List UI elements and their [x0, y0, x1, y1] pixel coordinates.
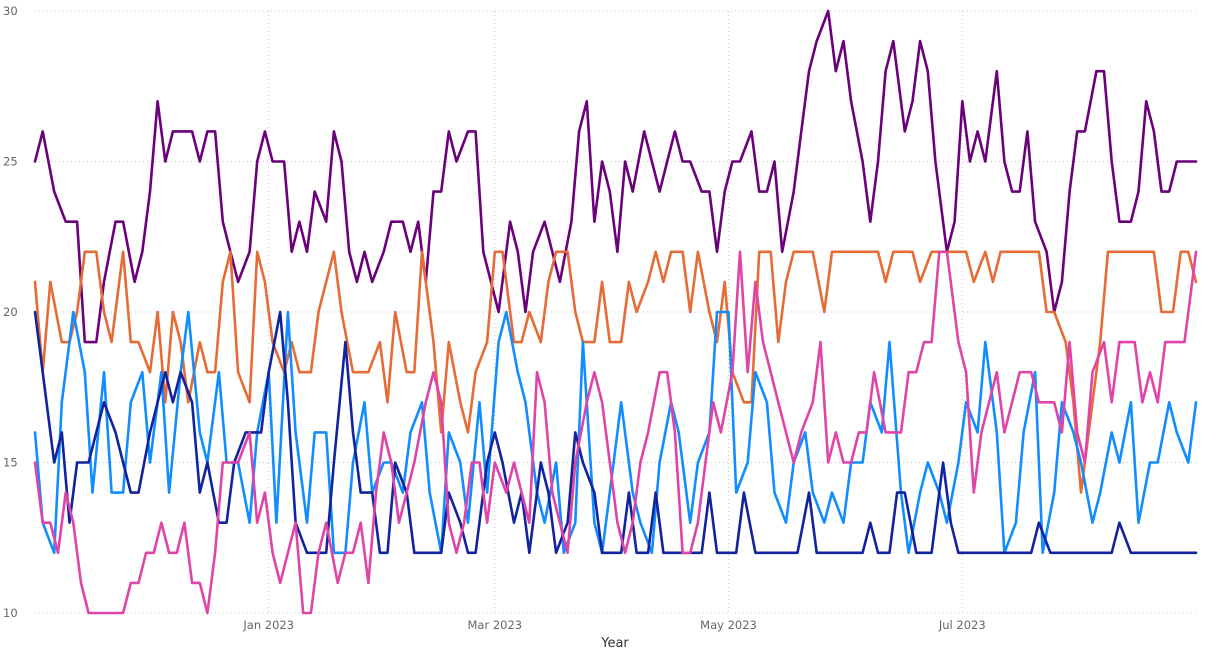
x-axis-title: Year [600, 636, 629, 651]
x-tick-label: Jan 2023 [242, 618, 294, 632]
series-line-5 [33, 250, 1198, 615]
y-tick-label: 10 [3, 606, 18, 620]
series-line-2 [33, 250, 1198, 494]
y-tick-label: 30 [3, 4, 18, 18]
y-tick-label: 25 [3, 155, 18, 169]
y-tick-label: 15 [3, 456, 18, 470]
series-line-1 [33, 9, 1198, 344]
gridlines [35, 10, 1196, 614]
x-axis: Jan 2023 Mar 2023 May 2023 Jul 2023 [242, 618, 985, 632]
x-tick-label: May 2023 [700, 618, 757, 632]
x-tick-label: Jul 2023 [938, 618, 986, 632]
y-tick-label: 20 [3, 305, 18, 319]
x-tick-label: Mar 2023 [467, 618, 522, 632]
y-axis: 10 15 20 25 30 [3, 4, 18, 620]
series-line-4 [33, 310, 1198, 555]
series-lines [33, 9, 1198, 615]
